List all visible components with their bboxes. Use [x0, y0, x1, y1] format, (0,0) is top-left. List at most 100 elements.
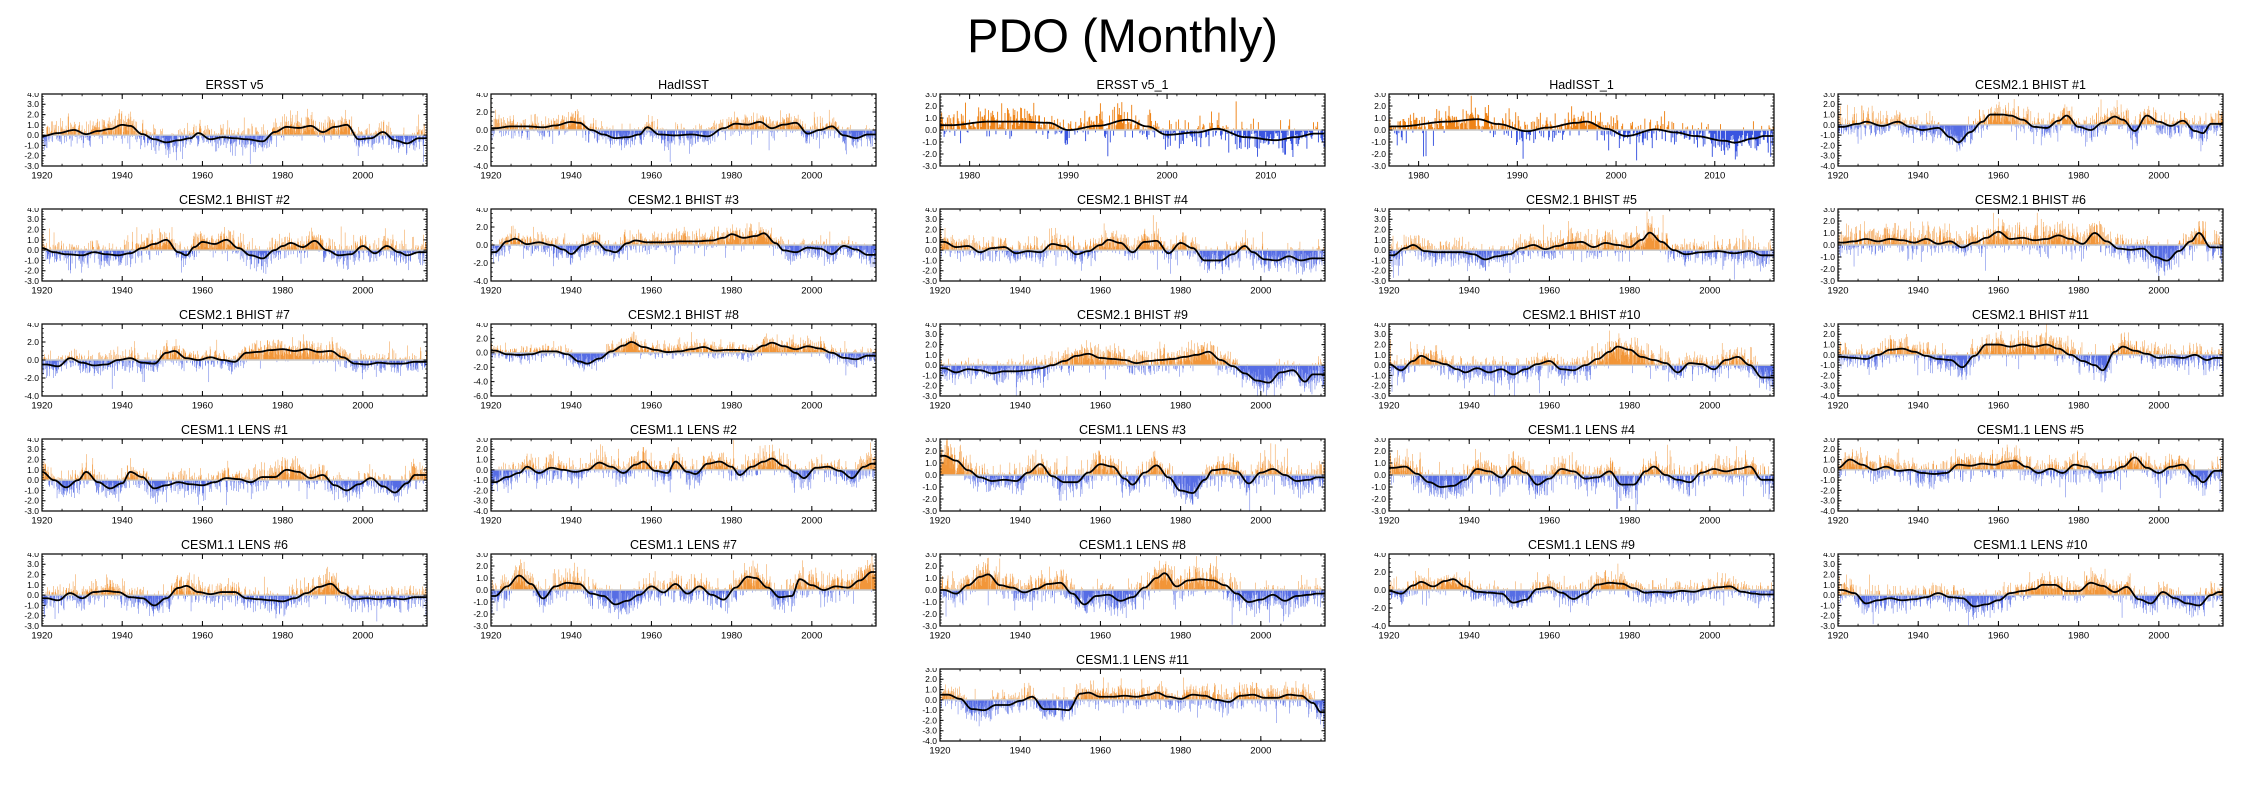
- svg-text:-1.0: -1.0: [24, 600, 39, 610]
- svg-text:0.0: 0.0: [925, 360, 937, 370]
- svg-text:1920: 1920: [929, 286, 950, 297]
- panel-title: CESM1.1 LENS #4: [1528, 423, 1635, 437]
- svg-text:1980: 1980: [721, 401, 742, 412]
- axis-ticks: [1837, 208, 2223, 282]
- svg-text:2.0: 2.0: [476, 561, 488, 571]
- svg-text:2000: 2000: [352, 516, 373, 527]
- axis-ticks: [939, 323, 1325, 397]
- panel-title: CESM2.1 BHIST #1: [1975, 78, 2086, 92]
- svg-text:0.0: 0.0: [1823, 590, 1835, 600]
- panel-title: CESM1.1 LENS #10: [1973, 538, 2088, 552]
- panel-title: ERSST v5: [205, 78, 264, 92]
- panel-title: CESM1.1 LENS #6: [181, 538, 288, 552]
- panel-cesm2-1-bhist-4: CESM2.1 BHIST #4 1920 1940 1960 1980 2000 -3.0…: [898, 193, 1347, 300]
- svg-text:1940: 1940: [1908, 286, 1929, 297]
- svg-text:-2.0: -2.0: [1371, 381, 1386, 391]
- svg-text:2.0: 2.0: [1823, 569, 1835, 579]
- smoothed-line: [41, 238, 428, 260]
- svg-text:2.0: 2.0: [27, 337, 39, 347]
- chart-svg: 1920 1940 1960 1980 2000 -3.0-2.0-1.00.01.02.…: [24, 553, 428, 642]
- svg-text:3.0: 3.0: [925, 214, 937, 224]
- bars-negative: [940, 365, 1325, 396]
- svg-text:1980: 1980: [1170, 401, 1191, 412]
- svg-text:0.0: 0.0: [925, 245, 937, 255]
- chart-svg: 1920 1940 1960 1980 2000 -4.0-3.0-2.0-1.00.01…: [1820, 323, 2224, 412]
- svg-text:1960: 1960: [641, 631, 662, 642]
- svg-text:-1.0: -1.0: [24, 255, 39, 265]
- svg-text:3.0: 3.0: [27, 559, 39, 569]
- svg-text:-2.0: -2.0: [922, 266, 937, 276]
- bars-positive: [41, 454, 427, 481]
- svg-text:1.0: 1.0: [1823, 228, 1835, 238]
- chart-svg: 1980 1990 2000 2010 -3.0 -2.0 -1.0 0.0 1.0 2.0 3.0: [922, 93, 1326, 182]
- svg-text:-3.0: -3.0: [1820, 151, 1835, 161]
- svg-text:2000: 2000: [1699, 401, 1720, 412]
- svg-text:2000: 2000: [1699, 631, 1720, 642]
- chart-svg: 1980 1990 2000 2010 -3.0 -2.0 -1.0 0.0 1.0 2.0 3.0: [1371, 93, 1775, 182]
- svg-text:1940: 1940: [1010, 631, 1031, 642]
- axis-ticks: [1388, 438, 1774, 512]
- svg-text:1940: 1940: [1010, 286, 1031, 297]
- svg-text:1.0: 1.0: [925, 458, 937, 468]
- svg-text:-1.0: -1.0: [24, 485, 39, 495]
- svg-text:4.0: 4.0: [27, 93, 39, 99]
- svg-text:2000: 2000: [801, 631, 822, 642]
- svg-text:-2.0: -2.0: [922, 494, 937, 504]
- panel-title: CESM2.1 BHIST #4: [1077, 193, 1188, 207]
- smoothed-line: [1837, 343, 2224, 372]
- panels-grid: ERSST v5 1920 1940 1960 1980 2000 -3.0 -2.0 -1.0…: [0, 78, 2245, 760]
- bars-positive: [939, 101, 1321, 130]
- svg-text:1920: 1920: [1827, 631, 1848, 642]
- bars-negative: [1389, 365, 1774, 396]
- axis-ticks: [1388, 323, 1774, 397]
- chart-svg: 1920 1940 1960 1980 2000 -4.0 -2.0 0.0 2.0 4.0: [1371, 553, 1775, 642]
- svg-text:-2.0: -2.0: [922, 381, 937, 391]
- svg-text:1920: 1920: [1827, 171, 1848, 182]
- smoothed-line: [939, 572, 1326, 606]
- svg-text:2.0: 2.0: [925, 101, 937, 111]
- svg-text:-2.0: -2.0: [24, 151, 39, 161]
- svg-text:-1.0: -1.0: [1820, 360, 1835, 370]
- svg-text:1920: 1920: [31, 516, 52, 527]
- panel-cesm2-1-bhist-11: CESM2.1 BHIST #11 1920 1940 1960 1980 2000 -4.…: [1796, 308, 2245, 415]
- panel-title: ERSST v5_1: [1096, 78, 1169, 92]
- svg-text:-1.0: -1.0: [1820, 475, 1835, 485]
- svg-text:1940: 1940: [561, 286, 582, 297]
- svg-text:1920: 1920: [929, 516, 950, 527]
- svg-text:2000: 2000: [801, 171, 822, 182]
- axis-ticks: [490, 208, 876, 282]
- svg-text:0.0: 0.0: [476, 240, 488, 250]
- axis-labels: 1920 1940 1960 1980 2000 -4.0-3.0-2.0-1.00.01…: [1820, 93, 2169, 182]
- smoothed-line: [1388, 345, 1775, 379]
- axis-ticks: [939, 438, 1325, 512]
- svg-text:0.0: 0.0: [27, 355, 39, 365]
- axis-ticks: [41, 438, 427, 512]
- svg-text:1980: 1980: [1170, 631, 1191, 642]
- svg-text:-2.0: -2.0: [473, 609, 488, 619]
- svg-text:1980: 1980: [1619, 631, 1640, 642]
- svg-text:0.0: 0.0: [27, 590, 39, 600]
- svg-text:1920: 1920: [1827, 286, 1848, 297]
- axis-labels: 1980 1990 2000 2010 -3.0 -2.0 -1.0 0.0 1.0 2.0 3.0: [1371, 93, 1725, 182]
- svg-text:1980: 1980: [1408, 171, 1429, 182]
- svg-text:1960: 1960: [192, 401, 213, 412]
- svg-text:-2.0: -2.0: [1371, 494, 1386, 504]
- svg-text:1940: 1940: [561, 171, 582, 182]
- svg-text:-4.0: -4.0: [922, 736, 937, 746]
- svg-text:2.0: 2.0: [925, 446, 937, 456]
- axis-ticks: [939, 553, 1325, 627]
- svg-text:-1.0: -1.0: [922, 705, 937, 715]
- chart-svg: 1920 1940 1960 1980 2000 -3.0-2.0-1.00.01.02.…: [24, 93, 428, 182]
- svg-text:4.0: 4.0: [925, 208, 937, 214]
- svg-text:1980: 1980: [272, 171, 293, 182]
- svg-text:1920: 1920: [1378, 286, 1399, 297]
- svg-text:1920: 1920: [31, 286, 52, 297]
- svg-text:2.0: 2.0: [1374, 567, 1386, 577]
- svg-text:2.0: 2.0: [1823, 216, 1835, 226]
- svg-text:1920: 1920: [31, 401, 52, 412]
- chart-svg: 1920 1940 1960 1980 2000 -4.0-3.0-2.0-1.00.01…: [1820, 438, 2224, 527]
- svg-text:1920: 1920: [31, 631, 52, 642]
- svg-text:-3.0: -3.0: [922, 506, 937, 516]
- bars-negative: [1837, 354, 2223, 383]
- svg-text:-3.0: -3.0: [1371, 506, 1386, 516]
